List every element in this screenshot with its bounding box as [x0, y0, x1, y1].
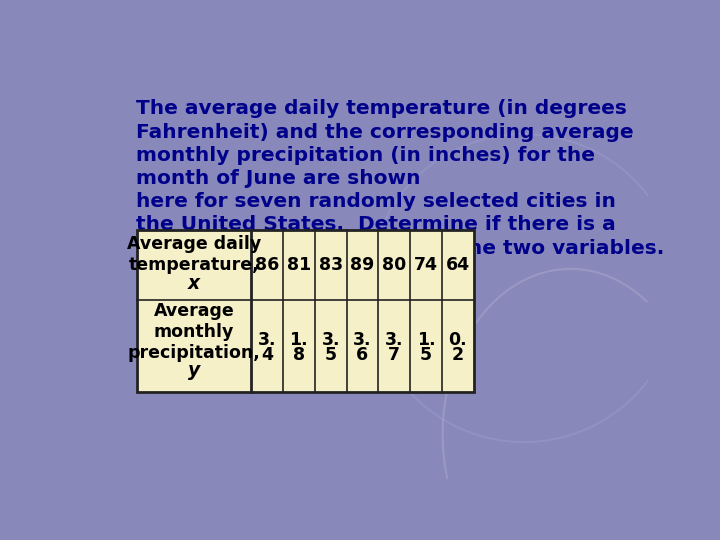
Text: 6: 6 [356, 346, 369, 364]
Text: 5: 5 [420, 346, 432, 364]
Text: x: x [188, 274, 200, 293]
Text: y: y [188, 361, 200, 380]
Bar [137, 300, 474, 392]
Text: 1.: 1. [289, 330, 308, 349]
Bar [137, 231, 474, 392]
Text: 3.: 3. [321, 330, 340, 349]
Text: 80: 80 [382, 256, 406, 274]
Text: Average daily
temperature,: Average daily temperature, [127, 235, 261, 274]
Text: 8: 8 [293, 346, 305, 364]
Text: 74: 74 [414, 256, 438, 274]
Text: 5: 5 [325, 346, 337, 364]
Text: 86: 86 [255, 256, 279, 274]
Text: 3.: 3. [258, 330, 276, 349]
Text: 0.: 0. [449, 330, 467, 349]
Text: The average daily temperature (in degrees
Fahrenheit) and the corresponding aver: The average daily temperature (in degree… [137, 99, 665, 258]
Text: 3.: 3. [354, 330, 372, 349]
Text: 64: 64 [446, 256, 470, 274]
Text: 83: 83 [318, 256, 343, 274]
Text: Average
monthly
precipitation,: Average monthly precipitation, [127, 302, 260, 362]
Text: 81: 81 [287, 256, 311, 274]
Text: 7: 7 [388, 346, 400, 364]
Text: 89: 89 [351, 256, 374, 274]
Text: 2: 2 [451, 346, 464, 364]
Text: 3.: 3. [385, 330, 403, 349]
Bar [137, 231, 474, 300]
Text: 1.: 1. [417, 330, 436, 349]
Text: 4: 4 [261, 346, 273, 364]
